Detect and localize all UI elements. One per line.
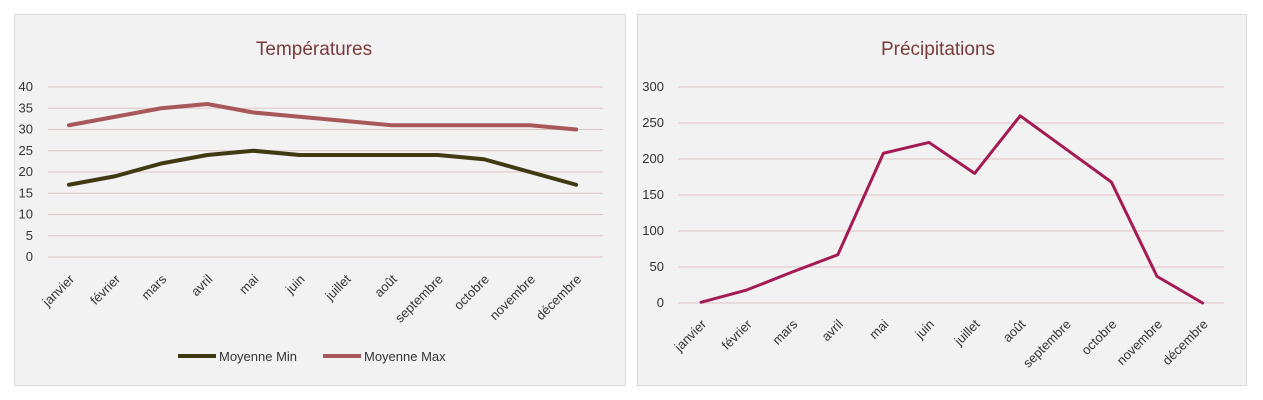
precipitation-y-axis: 0 50 100 150 200 250 300 [642,79,664,310]
y-tick-label: 5 [26,228,33,243]
x-tick-label: juin [911,317,937,343]
temperature-x-axis: janvier février mars avril mai juin juillet aoû… [39,271,584,326]
y-tick-label: 15 [19,185,33,200]
precipitation-chart-title: Précipitations [881,39,995,60]
y-tick-label: 150 [642,187,664,202]
precipitation-chart-panel: Précipitations 0 50 100 150 200 250 300 janvie… [637,14,1247,386]
x-tick-label: novembre [487,272,538,323]
x-tick-label: juillet [321,271,354,304]
y-tick-label: 50 [650,259,664,274]
y-tick-label: 20 [19,164,33,179]
y-tick-label: 0 [657,295,664,310]
legend-label-max: Moyenne Max [364,349,446,364]
x-tick-label: février [87,271,124,308]
x-tick-label: janvier [671,316,710,355]
y-tick-label: 300 [642,79,664,94]
series-line-0 [699,114,1205,305]
x-tick-label: août [371,271,400,300]
precipitation-gridlines [678,86,1224,304]
x-tick-label: mars [138,271,169,302]
precipitation-x-axis: janvier février mars avril mai juin juillet aoû… [671,316,1211,371]
y-tick-label: 0 [26,249,33,264]
series-line-0 [67,148,579,187]
x-tick-label: avril [818,316,846,344]
x-tick-label: juillet [950,316,983,349]
y-tick-label: 10 [19,207,33,222]
precipitation-chart: Précipitations 0 50 100 150 200 250 300 janvie… [642,39,1224,371]
x-tick-label: septembre [1020,317,1074,371]
x-tick-label: décembre [1159,317,1210,368]
y-tick-label: 200 [642,151,664,166]
temperature-legend: Moyenne Min Moyenne Max [178,349,446,364]
y-tick-label: 40 [19,79,33,94]
x-tick-label: novembre [1114,317,1165,368]
x-tick-label: janvier [39,271,78,310]
y-tick-label: 35 [19,100,33,115]
x-tick-label: septembre [392,272,446,326]
temperature-chart-title: Températures [256,39,372,60]
x-tick-label: octobre [1078,317,1119,358]
legend-label-min: Moyenne Min [219,349,297,364]
x-tick-label: juin [282,272,308,298]
temperature-y-axis: 0 5 10 15 20 25 30 35 40 [19,79,33,264]
x-tick-label: décembre [533,272,584,323]
y-tick-label: 100 [642,223,664,238]
y-tick-label: 250 [642,115,664,130]
x-tick-label: mai [866,316,891,341]
precipitation-series [699,114,1205,305]
x-tick-label: mars [769,316,800,347]
x-tick-label: août [1000,316,1029,345]
x-tick-label: février [719,316,756,353]
x-tick-label: mai [236,271,261,296]
x-tick-label: avril [188,271,216,299]
temperature-chart: Températures 0 5 10 15 20 25 30 35 40 janvier fév… [19,39,603,364]
y-tick-label: 30 [19,122,33,137]
y-tick-label: 25 [19,143,33,158]
series-line-1 [67,102,579,132]
temperature-gridlines [48,86,603,258]
x-tick-label: octobre [451,272,492,313]
temperature-chart-panel: Températures 0 5 10 15 20 25 30 35 40 janvier fév… [14,14,626,386]
temperature-series [67,102,579,187]
